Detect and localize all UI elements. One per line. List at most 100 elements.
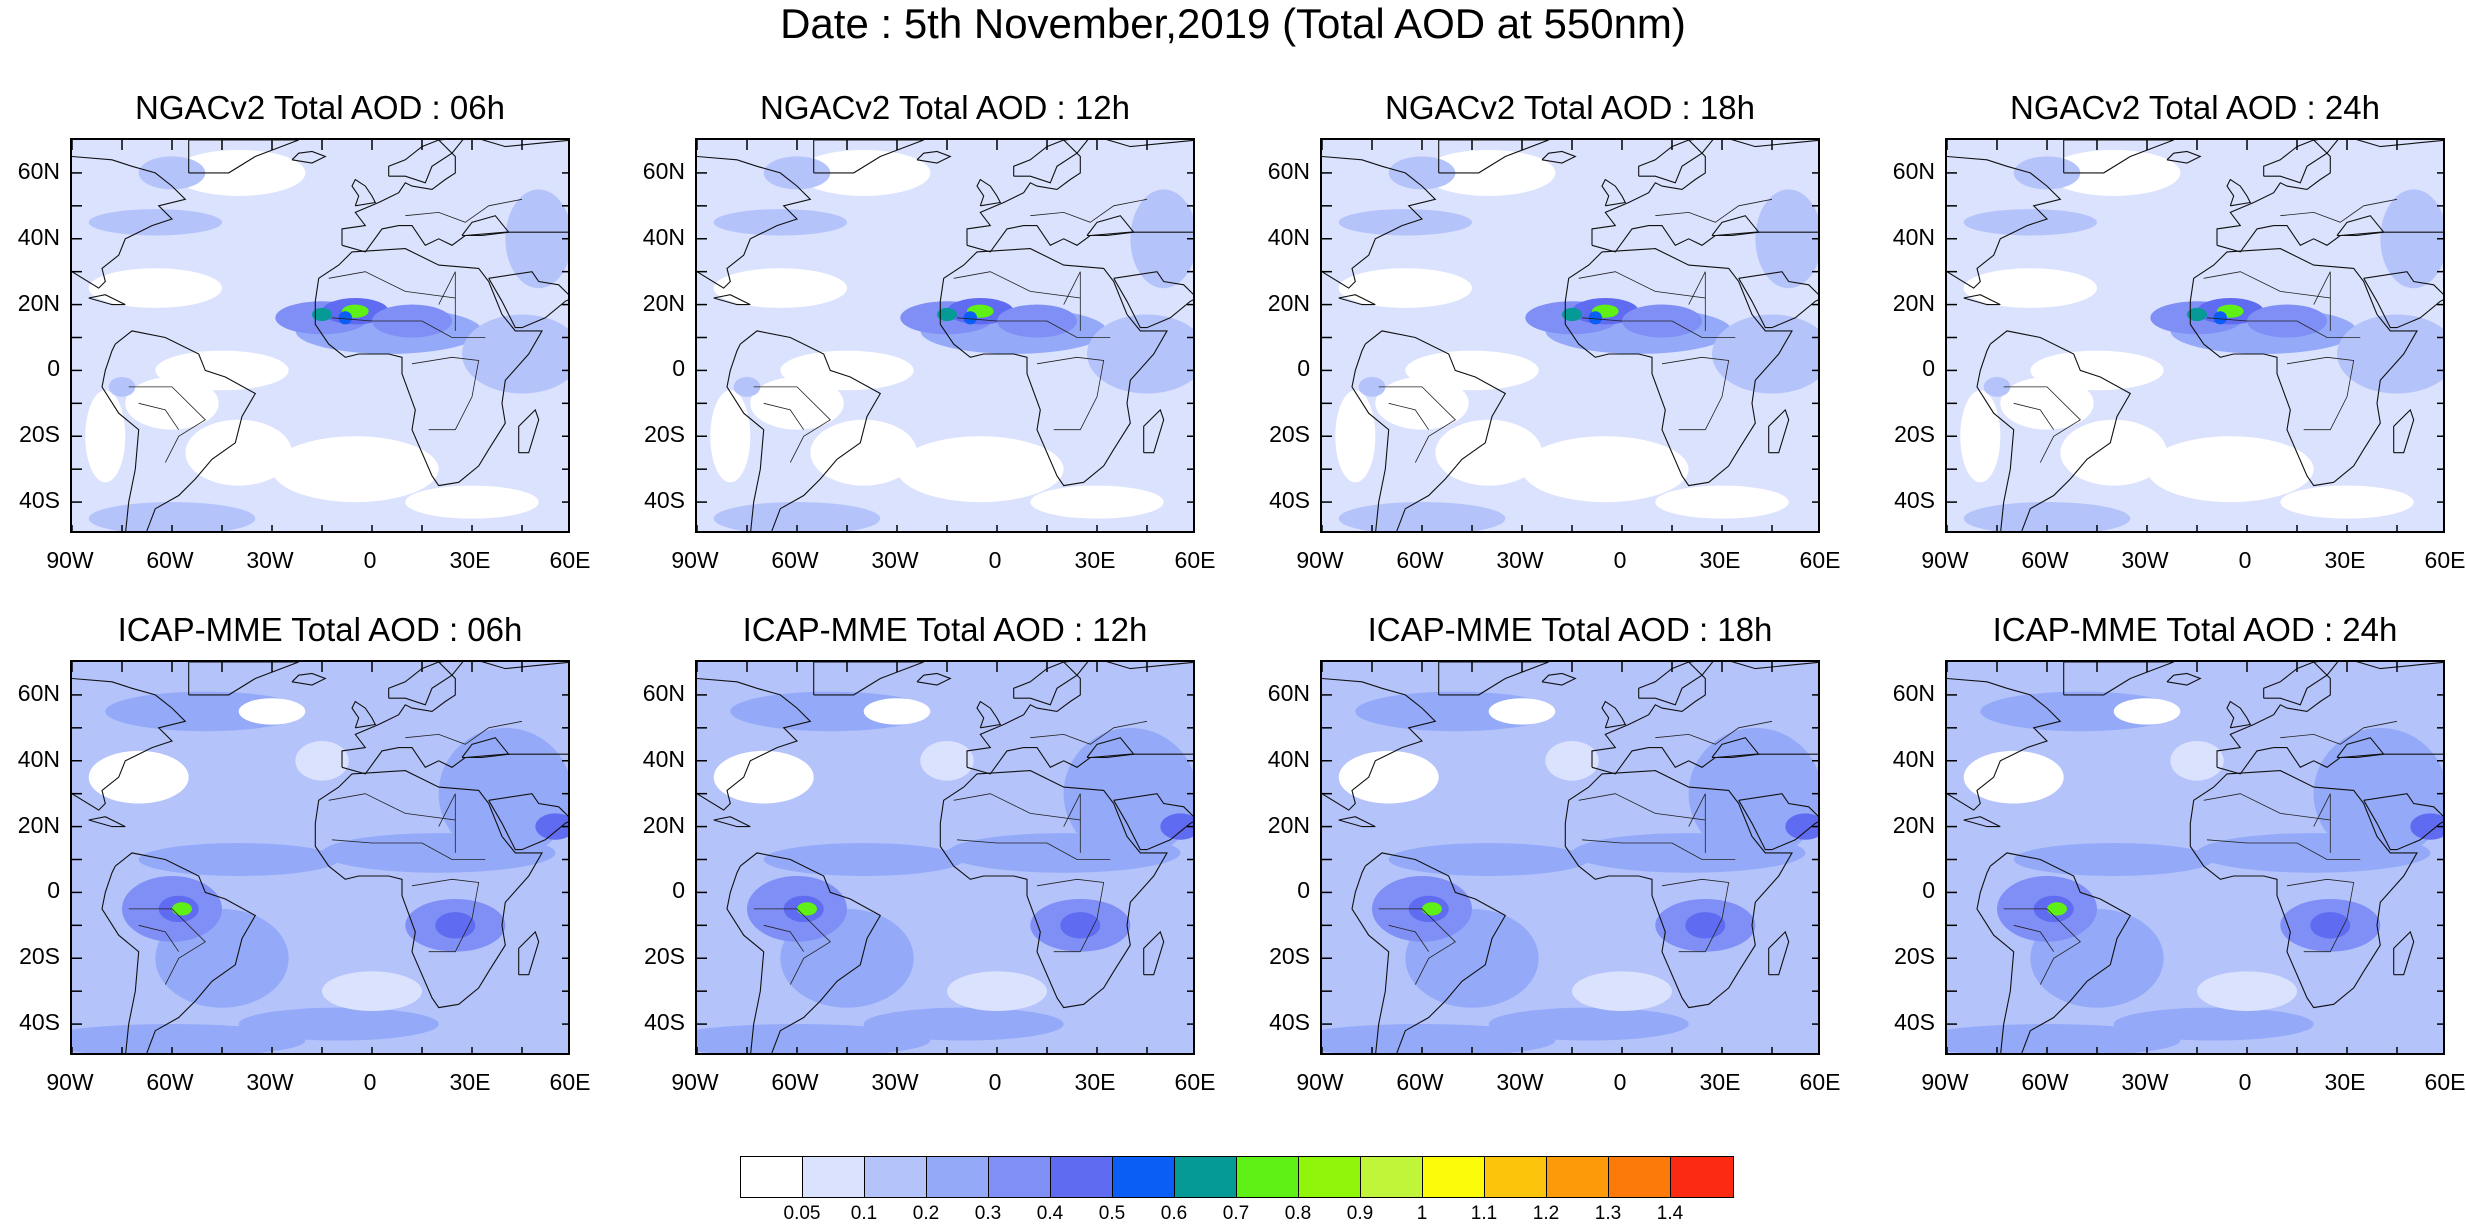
coastline <box>351 700 377 729</box>
x-tick-label: 30E <box>1699 547 1741 573</box>
aod-contour <box>1375 377 1469 430</box>
y-tick-label: 40S <box>644 1009 685 1036</box>
country-border <box>1661 356 1730 431</box>
country-border <box>1688 793 1706 827</box>
x-tick-label: 30E <box>1074 1069 1116 1095</box>
x-tick-label: 0 <box>988 1069 1002 1095</box>
y-tick-label: 60N <box>1892 157 1935 184</box>
aod-field <box>1322 662 1818 1053</box>
aod-contour <box>733 377 761 397</box>
y-tick-label: 20N <box>17 811 60 838</box>
country-border <box>1655 198 1773 223</box>
coastline <box>291 672 327 686</box>
x-tick-label: 30E <box>1699 1069 1741 1095</box>
coastline <box>2166 150 2202 164</box>
y-tick-label: 0 <box>1297 877 1310 904</box>
panel-title: ICAP-MME Total AOD : 24h <box>1992 611 2398 648</box>
aod-contour <box>2147 436 2314 503</box>
aod-contour <box>1755 189 1818 289</box>
aod-contour <box>1947 1024 2181 1053</box>
coastline <box>1947 155 2062 289</box>
aod-contour <box>1588 311 1602 325</box>
map-panel: NGACv2 Total AOD : 12h 60N 40N 20N 0 20S 40S 90… <box>643 88 1216 573</box>
x-tick-label: 60E <box>1799 547 1841 573</box>
aod-contour <box>1572 971 1672 1011</box>
coastline <box>2216 140 2443 253</box>
y-tick-label: 40N <box>17 745 60 772</box>
colorbar-swatch <box>741 1157 803 1197</box>
coastline <box>966 140 1193 253</box>
coastline <box>2226 178 2252 207</box>
x-tick-label: 90W <box>671 547 719 573</box>
colorbar-label: 0.8 <box>1284 1203 1312 1224</box>
colorbar-label: 0.05 <box>783 1203 821 1224</box>
aod-contour <box>505 189 568 289</box>
colorbar-swatch <box>1051 1157 1113 1197</box>
x-tick-label: 90W <box>46 1069 94 1095</box>
y-tick-label: 0 <box>47 877 60 904</box>
y-tick-label: 0 <box>47 355 60 382</box>
x-tick-label: 30E <box>449 1069 491 1095</box>
x-tick-label: 60W <box>1396 1069 1444 1095</box>
coastline <box>488 793 568 851</box>
aod-contour <box>1785 813 1818 840</box>
aod-contour <box>710 390 751 483</box>
y-tick-label: 20S <box>1269 421 1310 448</box>
aod-contour <box>863 698 931 725</box>
colorbar-swatch <box>1361 1157 1423 1197</box>
aod-contour <box>920 741 974 781</box>
aod-contour <box>797 902 817 916</box>
aod-contour <box>238 1007 439 1041</box>
y-tick-label: 60N <box>642 157 685 184</box>
x-tick-label: 30W <box>1496 547 1544 573</box>
coastline <box>291 150 327 164</box>
aod-contour <box>2197 971 2297 1011</box>
colorbar-label: 0.6 <box>1160 1203 1188 1224</box>
country-border <box>1030 720 1148 745</box>
coastline <box>1638 662 1714 706</box>
aod-contour <box>1963 209 2097 236</box>
country-border <box>128 386 206 463</box>
aod-contour <box>1963 268 2097 308</box>
aod-map <box>1320 660 1820 1055</box>
aod-contour <box>2030 350 2164 391</box>
colorbar-swatch <box>1609 1157 1671 1197</box>
country-border <box>1581 317 1736 338</box>
coastline <box>188 140 299 174</box>
coastline <box>1322 155 1437 289</box>
x-tick-label: 60W <box>146 547 194 573</box>
coastline <box>1591 662 1818 775</box>
country-border <box>411 356 480 431</box>
aod-contour <box>937 307 957 322</box>
coastline <box>1711 737 1760 759</box>
coastline <box>1322 677 1437 811</box>
colorbar-swatch <box>1547 1157 1609 1197</box>
aod-contour <box>322 971 422 1011</box>
panel-title: ICAP-MME Total AOD : 18h <box>1367 611 1773 648</box>
coastline <box>2189 770 2418 1009</box>
aod-contour <box>1685 912 1726 939</box>
country-border <box>2203 793 2331 853</box>
coastline <box>2393 408 2415 454</box>
colorbar-label: 1 <box>1416 1203 1428 1224</box>
country-border <box>753 908 831 985</box>
aod-contour <box>155 350 289 391</box>
aod-contour <box>2213 311 2227 325</box>
y-tick-label: 60N <box>17 157 60 184</box>
colorbar-swatch <box>1671 1157 1733 1197</box>
aod-field <box>1947 140 2443 531</box>
coastline <box>916 150 952 164</box>
coastline <box>341 140 568 253</box>
coastline <box>1768 930 1790 976</box>
coastline <box>1013 140 1089 184</box>
aod-contour <box>338 311 352 325</box>
x-tick-label: 30E <box>449 547 491 573</box>
x-tick-label: 90W <box>46 547 94 573</box>
coastline <box>939 248 1168 487</box>
aod-contour <box>1338 502 1506 531</box>
x-tick-label: 30W <box>246 547 294 573</box>
country-border <box>2203 271 2331 331</box>
aod-contour <box>72 1024 306 1053</box>
coastline <box>72 677 187 811</box>
aod-contour <box>713 209 847 236</box>
